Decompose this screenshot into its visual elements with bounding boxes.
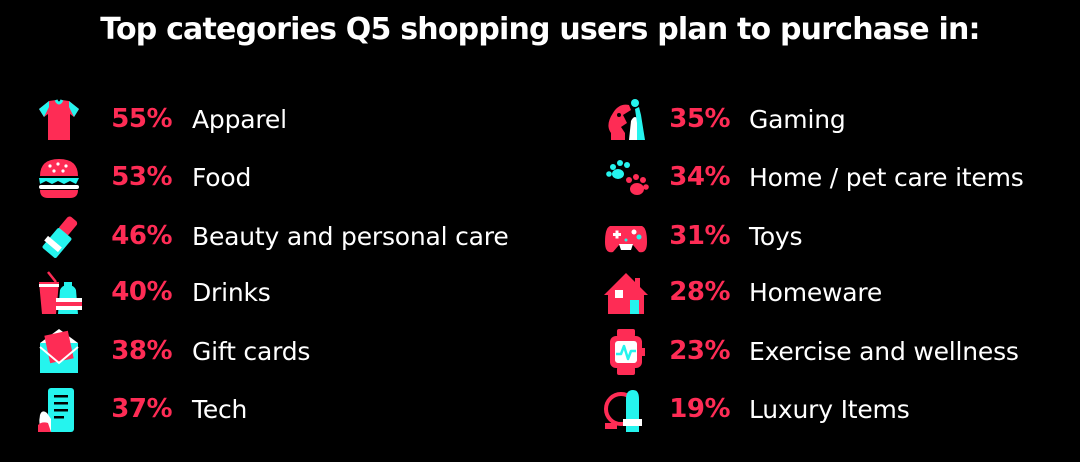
lipstick-icon [42,216,78,258]
percent-label: 31% [669,221,730,251]
category-label: Drinks [192,278,271,307]
drinks-icon [39,271,82,314]
gamepad-icon [605,226,647,253]
burger-icon [39,159,79,198]
category-label: Homeware [749,278,883,307]
percent-label: 19% [669,394,730,424]
percent-label: 28% [669,277,730,307]
category-label: Gaming [749,105,846,134]
category-label: Food [192,163,252,192]
phone-icon [38,388,74,432]
percent-label: 34% [669,162,730,192]
paw-icon [606,160,649,195]
gift-card-icon [39,329,79,373]
percent-label: 40% [111,277,172,307]
house-icon [604,273,648,314]
category-label: Gift cards [192,337,311,366]
percent-label: 53% [111,162,172,192]
category-label: Home / pet care items [749,163,1024,192]
category-label: Tech [192,395,248,424]
category-label: Luxury Items [749,395,910,424]
percent-label: 55% [111,104,172,134]
category-label: Beauty and personal care [192,222,509,251]
chess-icon [608,99,645,140]
percent-label: 46% [111,221,172,251]
percent-label: 38% [111,336,172,366]
category-label: Exercise and wellness [749,337,1019,366]
ring-icon [604,390,642,432]
percent-label: 35% [669,104,730,134]
category-label: Toys [749,222,803,251]
chart-title: Top categories Q5 shopping users plan to… [100,12,980,47]
percent-label: 37% [111,394,172,424]
shirt-icon [39,99,79,140]
category-label: Apparel [192,105,287,134]
percent-label: 23% [669,336,730,366]
smartwatch-icon [610,329,645,375]
